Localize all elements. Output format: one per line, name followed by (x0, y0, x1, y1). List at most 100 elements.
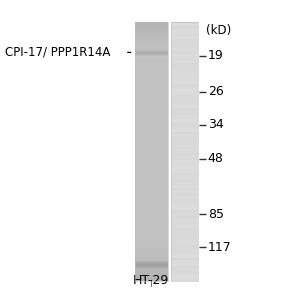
Bar (171, 227, 198, 230)
Bar (135, 171, 168, 173)
Bar (171, 61, 198, 63)
Bar (135, 258, 168, 260)
Bar (135, 95, 168, 98)
Bar (171, 190, 198, 193)
Bar (135, 80, 168, 82)
Bar (171, 98, 198, 100)
Bar (171, 63, 198, 65)
Bar (135, 184, 168, 186)
Bar (135, 234, 168, 236)
Bar (135, 125, 168, 128)
Bar (135, 98, 168, 100)
Bar (135, 164, 168, 166)
Bar (135, 132, 168, 134)
Bar (135, 210, 168, 212)
Bar (171, 154, 198, 156)
Bar (135, 39, 168, 41)
Bar (171, 167, 198, 169)
Bar (135, 61, 168, 63)
Bar (171, 123, 198, 125)
Text: 19: 19 (208, 50, 224, 62)
Bar (135, 171, 168, 173)
Bar (135, 249, 168, 251)
Bar (171, 188, 198, 190)
Bar (171, 240, 198, 242)
Bar (135, 139, 168, 141)
Bar (171, 145, 198, 147)
Bar (135, 110, 168, 112)
Bar (135, 260, 168, 262)
Bar (135, 93, 168, 95)
Bar (135, 102, 168, 104)
Bar (171, 268, 198, 271)
Bar (135, 69, 168, 71)
Bar (135, 236, 168, 238)
Bar (135, 71, 168, 74)
Bar (171, 76, 198, 78)
Bar (135, 115, 168, 117)
Bar (171, 69, 198, 71)
Bar (171, 225, 198, 227)
Bar (135, 69, 168, 71)
Bar (135, 154, 168, 156)
Bar (135, 63, 168, 65)
Bar (135, 108, 168, 110)
Bar (135, 199, 168, 201)
Bar (135, 247, 168, 249)
Bar (171, 262, 198, 264)
Bar (135, 54, 168, 56)
Bar (171, 193, 198, 195)
Bar (135, 110, 168, 112)
Bar (171, 54, 198, 56)
Bar (135, 117, 168, 119)
Text: HT-29: HT-29 (133, 274, 169, 287)
Bar (135, 89, 168, 91)
Bar (171, 119, 198, 121)
Bar (171, 234, 198, 236)
Bar (135, 89, 168, 91)
Bar (171, 255, 198, 258)
Bar (171, 30, 198, 32)
Bar (171, 95, 198, 98)
Bar (135, 39, 168, 41)
Text: 48: 48 (208, 152, 224, 166)
Bar (171, 91, 198, 93)
Bar (135, 108, 168, 110)
Bar (135, 132, 168, 134)
Bar (135, 225, 168, 227)
Bar (135, 147, 168, 149)
Bar (135, 117, 168, 119)
Bar (171, 271, 198, 273)
Bar (135, 160, 168, 162)
Bar (135, 251, 168, 253)
Bar (171, 249, 198, 251)
Bar (135, 95, 168, 98)
Bar (171, 115, 198, 117)
Bar (135, 266, 168, 268)
Bar (135, 30, 168, 32)
Bar (135, 225, 168, 227)
Bar (171, 238, 198, 240)
Bar (171, 182, 198, 184)
Bar (135, 201, 168, 203)
Bar (135, 84, 168, 86)
Bar (171, 201, 198, 203)
Bar (135, 203, 168, 206)
Bar (135, 128, 168, 130)
Bar (135, 43, 168, 45)
Bar (135, 58, 168, 61)
Bar (135, 32, 168, 34)
Bar (171, 65, 198, 67)
Bar (135, 190, 168, 193)
Bar (171, 22, 198, 24)
Text: (kD): (kD) (206, 24, 232, 37)
Bar (171, 273, 198, 275)
Bar (135, 190, 168, 193)
Bar (135, 232, 168, 234)
Bar (171, 93, 198, 95)
Bar (135, 264, 168, 266)
Bar (171, 266, 198, 268)
Bar (135, 130, 168, 132)
Bar (171, 253, 198, 255)
Bar (135, 271, 168, 273)
